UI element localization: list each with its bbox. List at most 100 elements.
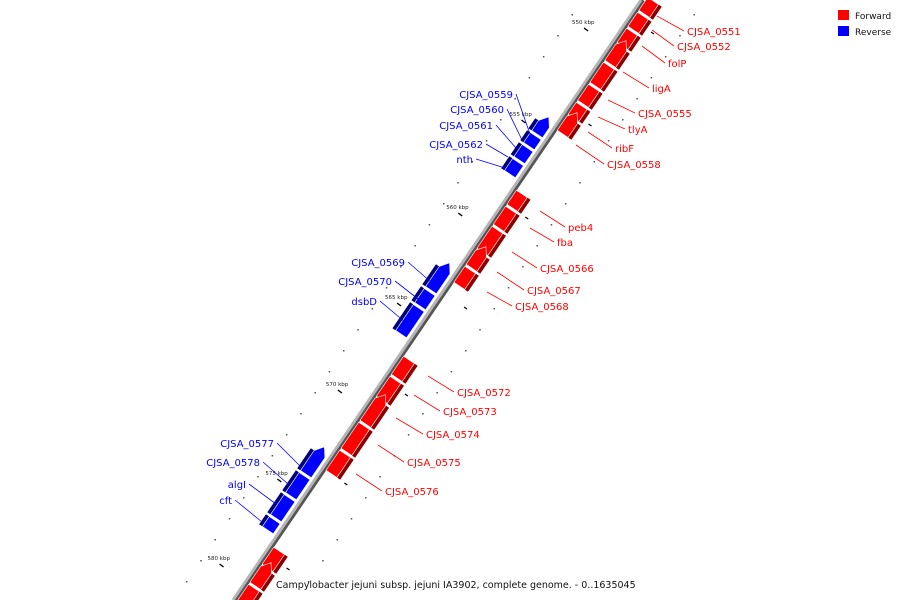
genome-backbone	[231, 0, 643, 600]
gene-block	[285, 472, 311, 501]
leader-line	[587, 131, 613, 149]
tick-dot	[307, 581, 310, 583]
gene-block-side	[336, 457, 354, 480]
gene-block-side	[402, 363, 418, 384]
gene-label-cjsa-0573: CJSA_0573	[443, 407, 497, 418]
gene-block-side	[504, 213, 520, 234]
gene-label-ribf: ribF	[615, 144, 634, 155]
leader-line	[377, 444, 405, 463]
gene-block-side	[510, 142, 523, 157]
gene-label-cjsa-0551: CJSA_0551	[687, 27, 741, 38]
scale-tick-mark	[344, 482, 348, 486]
scale-tick-label: 560 kbp	[446, 205, 469, 211]
scale-tick-mark	[650, 31, 655, 35]
leader-line	[485, 143, 509, 158]
gene-label-cjsa-0572: CJSA_0572	[457, 388, 511, 399]
gene-block	[531, 116, 550, 139]
tick-dot	[428, 224, 431, 226]
gene-block	[300, 446, 326, 479]
gene-label-liga: ligA	[652, 84, 671, 95]
tick-dot	[257, 476, 259, 478]
tick-dot-layer	[185, 14, 695, 583]
leader-line	[234, 499, 263, 523]
tick-dot	[479, 329, 481, 331]
gene-blocks	[237, 0, 662, 600]
gene-block	[340, 421, 370, 456]
tick-dot	[493, 308, 496, 310]
tick-dot	[500, 119, 502, 121]
scale-tick-mark	[219, 563, 224, 568]
tick-dot	[228, 518, 231, 520]
gene-block-side	[528, 118, 539, 131]
scale-tick-mark	[404, 393, 409, 397]
gene-block-side	[282, 470, 300, 493]
tick-dot	[571, 14, 573, 16]
gene-block-side	[411, 286, 425, 303]
gene-label-cjsa-0569: CJSA_0569	[351, 258, 405, 269]
scale-tick-mark	[583, 27, 589, 32]
gene-block	[425, 262, 451, 295]
tick-dot	[314, 392, 316, 394]
leader-line	[622, 71, 650, 89]
leader-line	[413, 394, 441, 412]
gene-block	[414, 288, 436, 311]
gene-label-algi: algI	[228, 480, 246, 491]
gene-block-side	[578, 109, 591, 124]
tick-dot	[200, 560, 202, 562]
tick-dot	[450, 371, 453, 373]
tick-dot	[507, 287, 510, 289]
tick-dot	[564, 203, 567, 205]
tick-dot	[343, 350, 345, 352]
legend: Forward Reverse	[838, 10, 892, 38]
tick-dot	[300, 413, 302, 415]
gene-label-tlya: tlyA	[628, 125, 648, 136]
gene-label-cjsa-0566: CJSA_0566	[540, 264, 594, 275]
legend-label-forward: Forward	[855, 12, 891, 22]
tick-dot	[422, 413, 424, 415]
leader-line	[539, 210, 566, 228]
scale-tick-mark	[457, 212, 463, 217]
leader-line	[607, 99, 636, 114]
scale-tick-label: 565 kbp	[385, 295, 408, 301]
leader-line	[506, 108, 523, 141]
gene-block-side	[568, 123, 581, 140]
gene-label-cjsa-0577: CJSA_0577	[220, 439, 274, 450]
gene-label-cjsa-0561: CJSA_0561	[439, 121, 493, 132]
leader-line	[496, 271, 525, 291]
tick-dot	[414, 245, 416, 247]
leader-line	[355, 473, 383, 492]
gene-block	[523, 132, 542, 151]
gene-block-side	[588, 91, 603, 110]
scale-tick-label: 555 kbp	[509, 112, 532, 118]
gene-block	[513, 144, 534, 165]
gene-block	[237, 583, 260, 600]
tick-dot	[636, 98, 638, 100]
tick-dot	[365, 497, 367, 499]
gene-block-side	[253, 591, 263, 600]
leader-line	[511, 251, 538, 269]
gene-block	[504, 158, 524, 179]
tick-dot	[679, 35, 681, 37]
gene-label-dsbd: dsbD	[351, 297, 377, 308]
tick-dot	[536, 245, 538, 247]
tick-dot	[457, 182, 459, 184]
tick-dot	[522, 266, 524, 268]
gene-block	[604, 40, 627, 68]
gene-labels: CJSA_0551 CJSA_0552 folP ligA CJSA_0555 tlyA r…	[206, 15, 741, 523]
tick-dot	[436, 392, 438, 394]
gene-block-side	[638, 19, 652, 36]
gene-block	[325, 449, 351, 478]
tick-dot	[350, 518, 353, 520]
tick-dot	[542, 56, 545, 58]
leader-line	[651, 29, 675, 47]
gene-label-cjsa-0567: CJSA_0567	[527, 286, 581, 297]
gene-block-side	[615, 51, 630, 70]
tick-dot	[579, 182, 581, 184]
gene-block-side	[487, 233, 507, 258]
tick-dot	[557, 35, 559, 37]
leader-line	[515, 93, 531, 135]
scale-tick-mark	[588, 123, 592, 127]
gene-block-side	[272, 554, 288, 574]
tick-dot	[336, 539, 338, 541]
